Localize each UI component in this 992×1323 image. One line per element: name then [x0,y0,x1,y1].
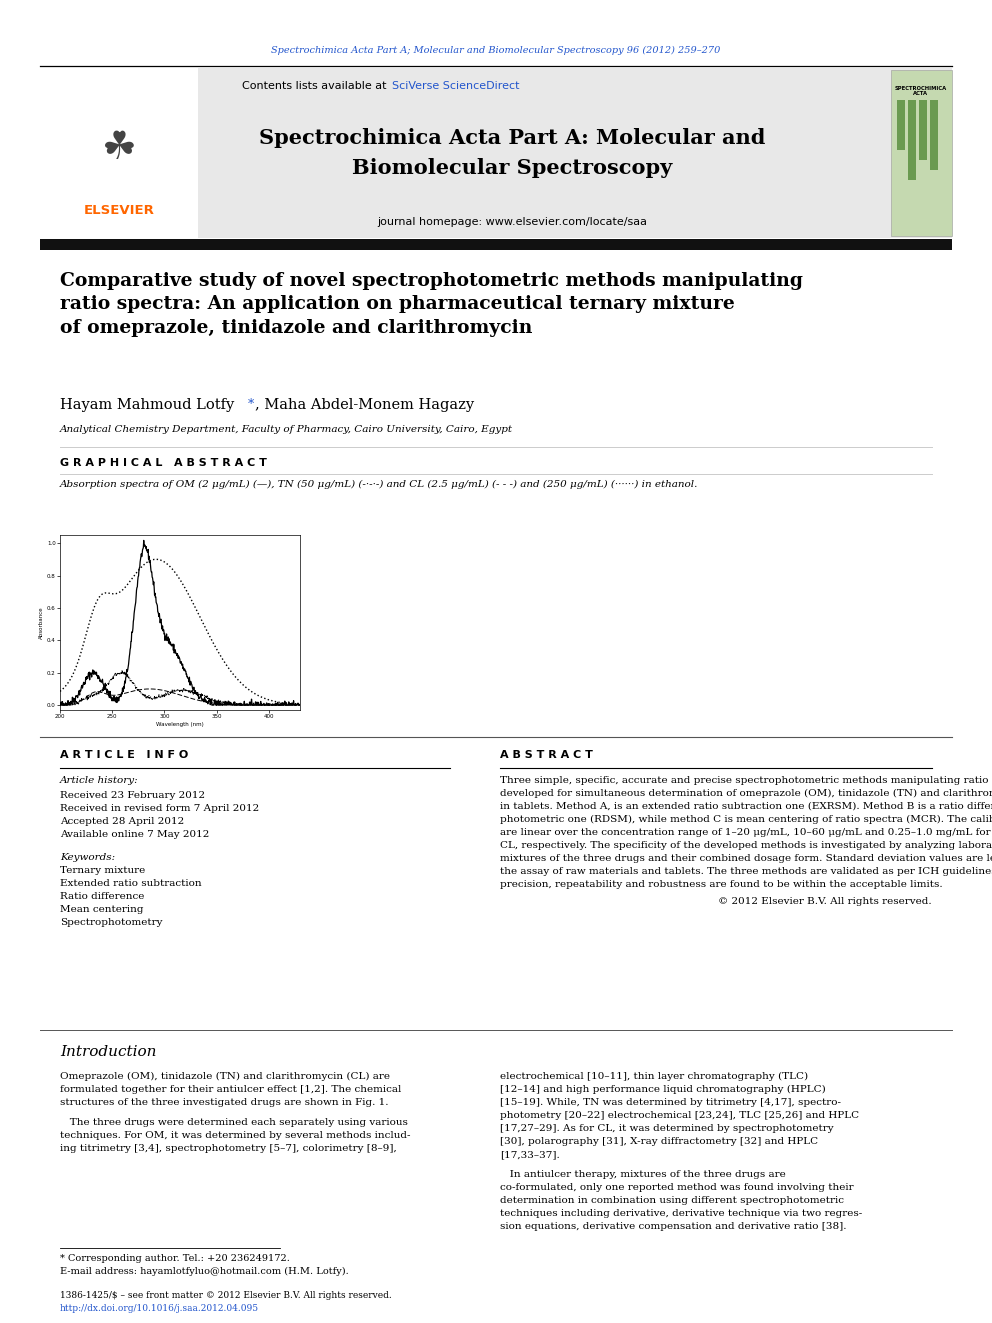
Text: formulated together for their antiulcer effect [1,2]. The chemical: formulated together for their antiulcer … [60,1085,402,1094]
Bar [40,67,952,238]
Text: are linear over the concentration range of 1–20 μg/mL, 10–60 μg/mL and 0.25–1.0 : are linear over the concentration range … [500,828,992,837]
Text: Absorption spectra of OM (2 μg/mL) (—), TN (50 μg/mL) (-·-·-) and CL (2.5 μg/mL): Absorption spectra of OM (2 μg/mL) (—), … [60,480,698,490]
Text: ELSEVIER: ELSEVIER [83,204,155,217]
Text: Hayam Mahmoud Lotfy: Hayam Mahmoud Lotfy [60,398,239,411]
Text: Contents lists available at: Contents lists available at [242,81,390,91]
Text: Comparative study of novel spectrophotometric methods manipulating
ratio spectra: Comparative study of novel spectrophotom… [60,273,803,336]
Text: © 2012 Elsevier B.V. All rights reserved.: © 2012 Elsevier B.V. All rights reserved… [718,897,932,906]
Text: * Corresponding author. Tel.: +20 236249172.: * Corresponding author. Tel.: +20 236249… [60,1254,290,1263]
Y-axis label: Absorbance: Absorbance [40,606,45,639]
Text: Extended ratio subtraction: Extended ratio subtraction [60,878,201,888]
Text: determination in combination using different spectrophotometric: determination in combination using diffe… [500,1196,844,1205]
Text: Available online 7 May 2012: Available online 7 May 2012 [60,830,209,839]
Text: Article history:: Article history: [60,777,139,785]
X-axis label: Wavelength (nm): Wavelength (nm) [156,722,204,726]
Text: CL, respectively. The specificity of the developed methods is investigated by an: CL, respectively. The specificity of the… [500,841,992,849]
Text: journal homepage: www.elsevier.com/locate/saa: journal homepage: www.elsevier.com/locat… [377,217,647,228]
Text: sion equations, derivative compensation and derivative ratio [38].: sion equations, derivative compensation … [500,1222,846,1230]
Bar [40,67,198,238]
Text: Analytical Chemistry Department, Faculty of Pharmacy, Cairo University, Cairo, E: Analytical Chemistry Department, Faculty… [60,425,513,434]
Text: Spectrochimica Acta Part A; Molecular and Biomolecular Spectroscopy 96 (2012) 25: Spectrochimica Acta Part A; Molecular an… [272,45,720,54]
Text: A B S T R A C T: A B S T R A C T [500,750,593,759]
Text: ing titrimetry [3,4], spectrophotometry [5–7], colorimetry [8–9],: ing titrimetry [3,4], spectrophotometry … [60,1144,397,1154]
Text: [12–14] and high performance liquid chromatography (HPLC): [12–14] and high performance liquid chro… [500,1085,825,1094]
Bar [40,239,952,250]
Text: *: * [248,398,254,411]
Text: Ternary mixture: Ternary mixture [60,867,145,875]
Text: In antiulcer therapy, mixtures of the three drugs are: In antiulcer therapy, mixtures of the th… [500,1170,786,1179]
Text: precision, repeatability and robustness are found to be within the acceptable li: precision, repeatability and robustness … [500,880,942,889]
Text: Introduction: Introduction [60,1045,157,1058]
Text: photometric one (RDSM), while method C is mean centering of ratio spectra (MCR).: photometric one (RDSM), while method C i… [500,815,992,824]
Text: electrochemical [10–11], thin layer chromatography (TLC): electrochemical [10–11], thin layer chro… [500,1072,808,1081]
Text: techniques. For OM, it was determined by several methods includ-: techniques. For OM, it was determined by… [60,1131,411,1140]
Text: A R T I C L E   I N F O: A R T I C L E I N F O [60,750,188,759]
Bar [930,101,938,169]
Text: [17,27–29]. As for CL, it was determined by spectrophotometry: [17,27–29]. As for CL, it was determined… [500,1125,833,1132]
Text: 1386-1425/$ – see front matter © 2012 Elsevier B.V. All rights reserved.: 1386-1425/$ – see front matter © 2012 El… [60,1291,392,1301]
Text: in tablets. Method A, is an extended ratio subtraction one (EXRSM). Method B is : in tablets. Method A, is an extended rat… [500,802,992,811]
Text: [17,33–37].: [17,33–37]. [500,1150,559,1159]
Text: Ratio difference: Ratio difference [60,892,145,901]
Bar [908,101,916,180]
Text: ☘: ☘ [101,130,137,167]
Text: E-mail address: hayamlotfyluo@hotmail.com (H.M. Lotfy).: E-mail address: hayamlotfyluo@hotmail.co… [60,1267,349,1277]
Text: photometry [20–22] electrochemical [23,24], TLC [25,26] and HPLC: photometry [20–22] electrochemical [23,2… [500,1111,859,1121]
Text: Omeprazole (OM), tinidazole (TN) and clarithromycin (CL) are: Omeprazole (OM), tinidazole (TN) and cla… [60,1072,390,1081]
Text: , Maha Abdel-Monem Hagazy: , Maha Abdel-Monem Hagazy [255,398,474,411]
Text: Spectrophotometry: Spectrophotometry [60,918,163,927]
Text: techniques including derivative, derivative technique via two regres-: techniques including derivative, derivat… [500,1209,862,1218]
Text: http://dx.doi.org/10.1016/j.saa.2012.04.095: http://dx.doi.org/10.1016/j.saa.2012.04.… [60,1304,259,1312]
Text: [15–19]. While, TN was determined by titrimetry [4,17], spectro-: [15–19]. While, TN was determined by tit… [500,1098,841,1107]
Text: mixtures of the three drugs and their combined dosage form. Standard deviation v: mixtures of the three drugs and their co… [500,855,992,863]
Text: co-formulated, only one reported method was found involving their: co-formulated, only one reported method … [500,1183,854,1192]
Text: Received 23 February 2012: Received 23 February 2012 [60,791,205,800]
Text: Spectrochimica Acta Part A: Molecular and: Spectrochimica Acta Part A: Molecular an… [259,128,765,148]
Text: the assay of raw materials and tablets. The three methods are validated as per I: the assay of raw materials and tablets. … [500,867,992,876]
Text: SciVerse ScienceDirect: SciVerse ScienceDirect [392,81,520,91]
Bar [919,101,927,160]
Text: Received in revised form 7 April 2012: Received in revised form 7 April 2012 [60,804,259,814]
Text: [30], polarography [31], X-ray diffractometry [32] and HPLC: [30], polarography [31], X-ray diffracto… [500,1136,818,1146]
Bar [897,101,905,149]
Text: developed for simultaneous determination of omeprazole (OM), tinidazole (TN) and: developed for simultaneous determination… [500,789,992,798]
Text: structures of the three investigated drugs are shown in Fig. 1.: structures of the three investigated dru… [60,1098,389,1107]
Text: SPECTROCHIMICA
ACTA: SPECTROCHIMICA ACTA [895,86,947,97]
Text: Accepted 28 April 2012: Accepted 28 April 2012 [60,818,185,826]
Text: Keywords:: Keywords: [60,853,115,863]
Bar [891,70,952,235]
Text: Biomolecular Spectroscopy: Biomolecular Spectroscopy [352,157,673,179]
Text: The three drugs were determined each separately using various: The three drugs were determined each sep… [60,1118,408,1127]
Text: G R A P H I C A L   A B S T R A C T: G R A P H I C A L A B S T R A C T [60,458,267,468]
Text: Three simple, specific, accurate and precise spectrophotometric methods manipula: Three simple, specific, accurate and pre… [500,777,992,785]
Text: Mean centering: Mean centering [60,905,144,914]
